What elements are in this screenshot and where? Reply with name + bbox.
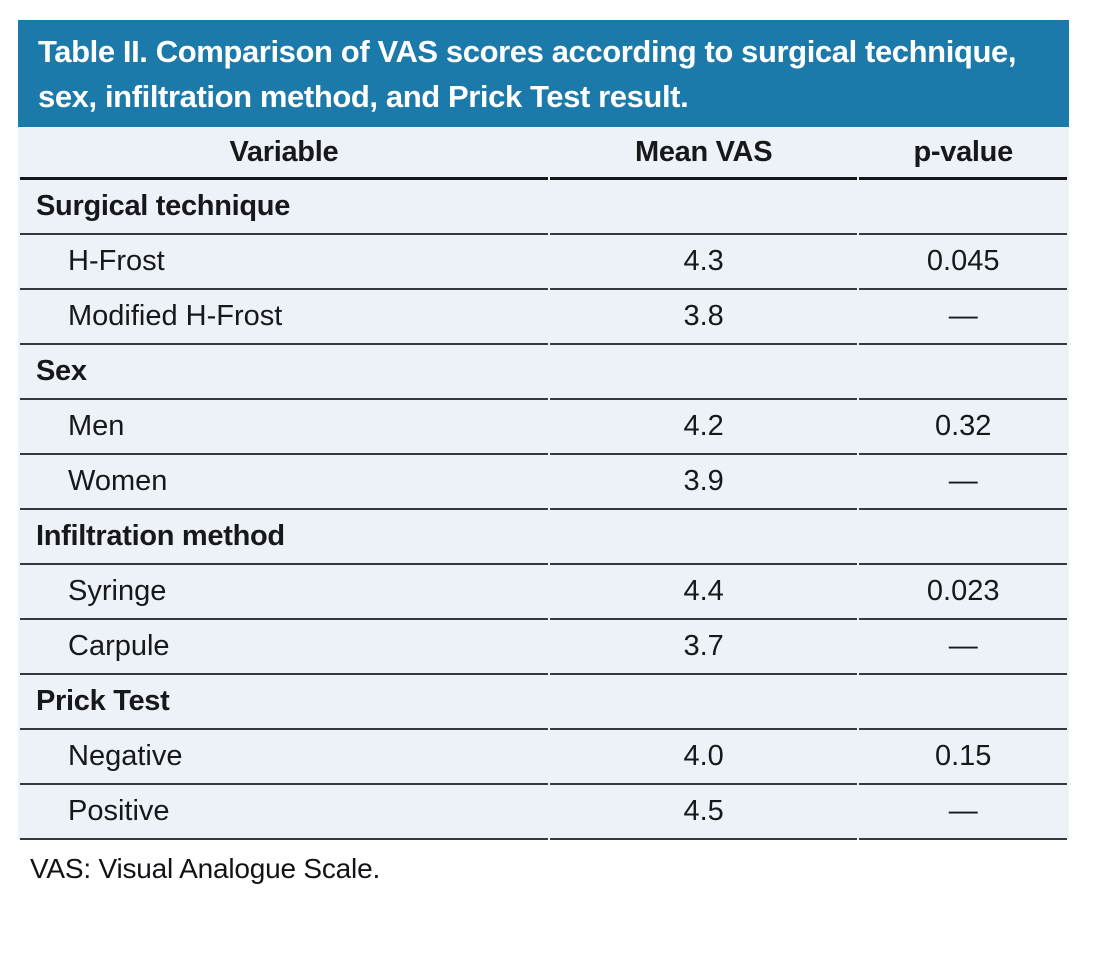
section-label: Surgical technique	[20, 180, 548, 235]
variable-cell: Modified H-Frost	[20, 290, 548, 345]
mean-vas-cell: 4.5	[549, 785, 858, 840]
p-value-cell: —	[859, 620, 1067, 675]
mean-vas-cell: 4.4	[549, 565, 858, 620]
section-spacer	[549, 180, 858, 235]
vas-table-figure: Table II. Comparison of VAS scores accor…	[18, 20, 1069, 885]
table-header-row: Variable Mean VAS p-value	[20, 127, 1067, 180]
variable-cell: Carpule	[20, 620, 548, 675]
variable-cell: Syringe	[20, 565, 548, 620]
section-label: Infiltration method	[20, 510, 548, 565]
section-spacer	[549, 345, 858, 400]
mean-vas-cell: 4.3	[549, 235, 858, 290]
section-spacer	[549, 510, 858, 565]
section-row-prick-test: Prick Test	[20, 675, 1067, 730]
section-row-surgical-technique: Surgical technique	[20, 180, 1067, 235]
section-spacer	[859, 675, 1067, 730]
table-row: H-Frost 4.3 0.045	[20, 235, 1067, 290]
table-row: Carpule 3.7 —	[20, 620, 1067, 675]
p-value-cell: 0.32	[859, 400, 1067, 455]
p-value-cell: 0.023	[859, 565, 1067, 620]
section-row-sex: Sex	[20, 345, 1067, 400]
table-title: Table II. Comparison of VAS scores accor…	[18, 20, 1069, 127]
variable-cell: Men	[20, 400, 548, 455]
table-row: Syringe 4.4 0.023	[20, 565, 1067, 620]
section-spacer	[859, 180, 1067, 235]
table-row: Men 4.2 0.32	[20, 400, 1067, 455]
section-label: Prick Test	[20, 675, 548, 730]
variable-cell: Women	[20, 455, 548, 510]
variable-cell: Negative	[20, 730, 548, 785]
mean-vas-cell: 3.9	[549, 455, 858, 510]
table-row: Women 3.9 —	[20, 455, 1067, 510]
column-header-mean-vas: Mean VAS	[549, 127, 858, 180]
mean-vas-cell: 4.2	[549, 400, 858, 455]
p-value-cell: 0.045	[859, 235, 1067, 290]
mean-vas-cell: 4.0	[549, 730, 858, 785]
table-row: Positive 4.5 —	[20, 785, 1067, 840]
section-row-infiltration-method: Infiltration method	[20, 510, 1067, 565]
column-header-variable: Variable	[20, 127, 548, 180]
mean-vas-cell: 3.7	[549, 620, 858, 675]
table-footnote: VAS: Visual Analogue Scale.	[30, 853, 381, 884]
section-spacer	[859, 510, 1067, 565]
p-value-cell: —	[859, 785, 1067, 840]
mean-vas-cell: 3.8	[549, 290, 858, 345]
table-row: Negative 4.0 0.15	[20, 730, 1067, 785]
section-spacer	[859, 345, 1067, 400]
p-value-cell: —	[859, 290, 1067, 345]
vas-comparison-table: Variable Mean VAS p-value Surgical techn…	[18, 127, 1069, 840]
variable-cell: Positive	[20, 785, 548, 840]
table-row: Modified H-Frost 3.8 —	[20, 290, 1067, 345]
p-value-cell: 0.15	[859, 730, 1067, 785]
section-label: Sex	[20, 345, 548, 400]
section-spacer	[549, 675, 858, 730]
p-value-cell: —	[859, 455, 1067, 510]
column-header-p-value: p-value	[859, 127, 1067, 180]
variable-cell: H-Frost	[20, 235, 548, 290]
